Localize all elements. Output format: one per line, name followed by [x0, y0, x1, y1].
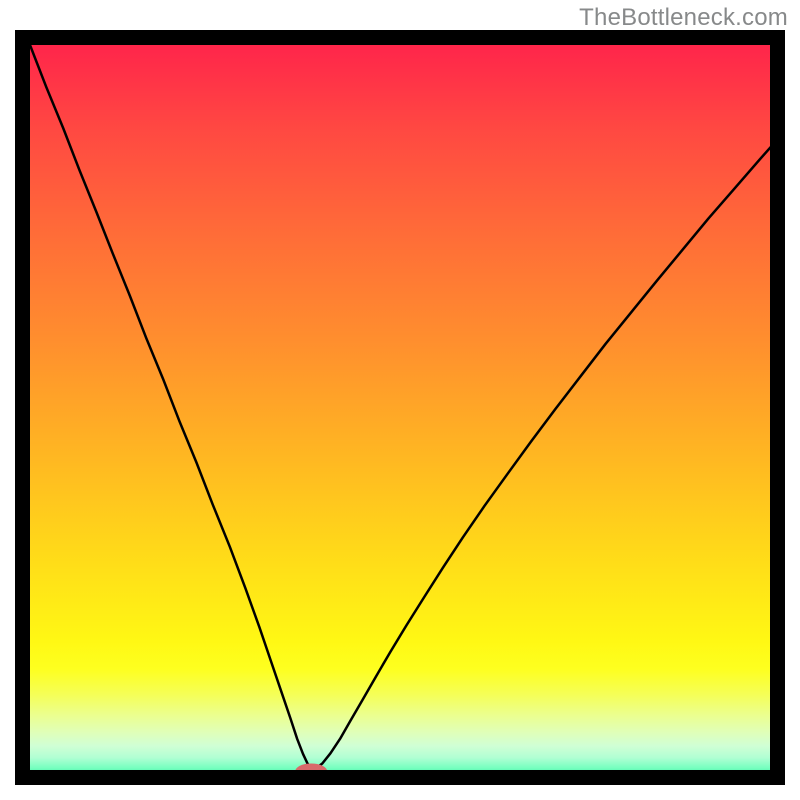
- border-bottom: [15, 770, 785, 785]
- gradient-fill: [15, 30, 785, 785]
- border-top: [15, 30, 785, 45]
- border-right: [770, 30, 785, 785]
- bottleneck-chart: [0, 0, 800, 800]
- chart-container: { "watermark": { "text": "TheBottleneck.…: [0, 0, 800, 800]
- border-left: [15, 30, 30, 785]
